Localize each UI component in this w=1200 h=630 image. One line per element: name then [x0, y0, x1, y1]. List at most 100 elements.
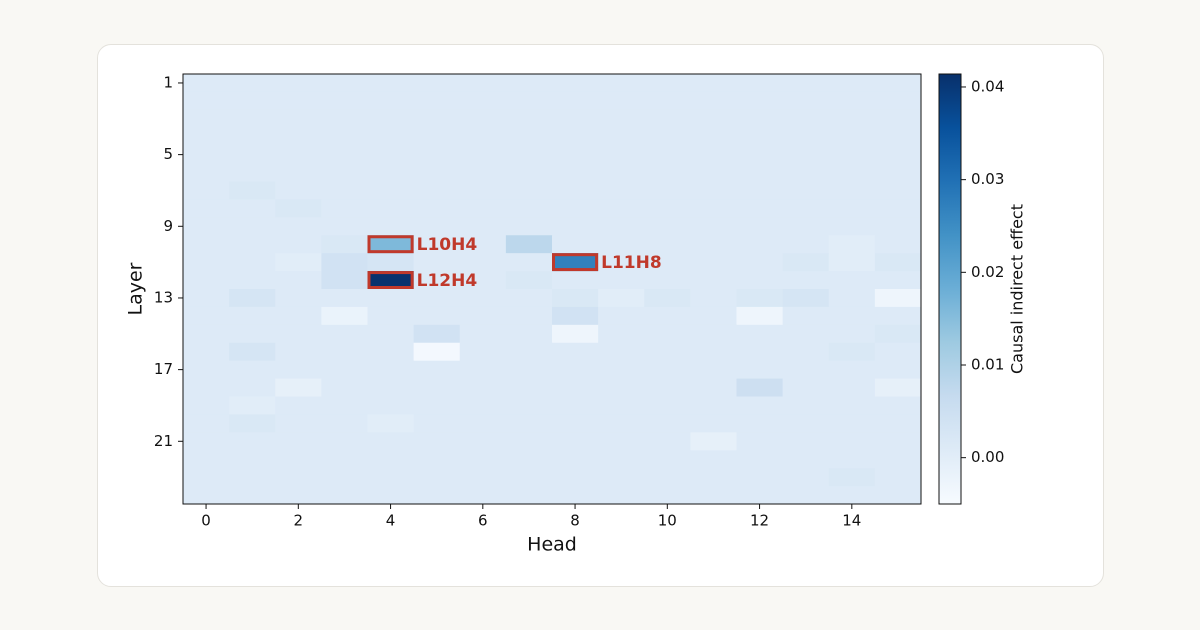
heatmap-cell: [552, 91, 599, 111]
annotation-label: L11H8: [601, 253, 662, 273]
heatmap-cell: [367, 486, 415, 505]
heatmap-cell: [321, 199, 368, 218]
heatmap-cell: [321, 271, 368, 290]
heatmap-cell: [459, 271, 507, 290]
heatmap-cell: [275, 235, 322, 254]
heatmap-cell: [505, 486, 553, 505]
heatmap-cell: [598, 468, 645, 487]
heatmap-cell: [321, 306, 368, 326]
heatmap-cell: [321, 91, 368, 111]
heatmap-cell: [413, 127, 461, 147]
heatmap-cell: [690, 253, 737, 272]
heatmap-cell: [367, 199, 415, 218]
heatmap-cell: [782, 324, 830, 344]
heatmap-cell: [552, 342, 599, 362]
heatmap-cell: [367, 360, 415, 380]
heatmap-cell: [644, 396, 691, 415]
heatmap-cell: [828, 127, 876, 147]
heatmap-cell: [874, 306, 922, 326]
annotation-box: [367, 235, 414, 254]
heatmap-cell: [690, 378, 737, 397]
heatmap-cell: [736, 486, 784, 505]
heatmap-cell: [598, 253, 645, 272]
heatmap-cell: [874, 109, 922, 129]
heatmap-cell: [828, 199, 876, 218]
heatmap-cell: [229, 253, 276, 272]
heatmap-cell: [413, 163, 461, 182]
heatmap-cell: [367, 163, 415, 182]
heatmap-cell: [321, 181, 368, 200]
x-tick-label: 6: [478, 512, 488, 530]
heatmap-cell: [782, 127, 830, 147]
heatmap-cell: [828, 342, 876, 362]
heatmap-cell: [183, 181, 230, 200]
heatmap-cell: [874, 163, 922, 182]
heatmap-cell: [598, 127, 645, 147]
heatmap-cell: [321, 127, 368, 147]
heatmap-cell: [874, 145, 922, 165]
heatmap-cell: [598, 145, 645, 165]
colorbar-tick-label: 0.00: [971, 448, 1004, 466]
heatmap-cell: [736, 414, 784, 433]
heatmap-cell: [552, 74, 599, 93]
heatmap-cell: [690, 432, 737, 451]
x-tick-label: 10: [658, 512, 677, 530]
heatmap-cell: [505, 378, 553, 397]
heatmap-cell: [552, 253, 599, 272]
heatmap-cell: [367, 342, 415, 362]
heatmap-cell: [552, 468, 599, 487]
heatmap-cell: [505, 289, 553, 308]
heatmap-cell: [413, 450, 461, 469]
heatmap-cell: [874, 342, 922, 362]
heatmap-cell: [229, 181, 276, 200]
heatmap-cell: [598, 486, 645, 505]
heatmap-cell: [644, 432, 691, 451]
heatmap-cell: [782, 360, 830, 380]
x-tick-label: 12: [750, 512, 769, 530]
heatmap-cell: [736, 306, 784, 326]
heatmap-cell: [183, 289, 230, 308]
heatmap-cell: [413, 289, 461, 308]
heatmap-cell: [552, 414, 599, 433]
heatmap-cell: [413, 396, 461, 415]
heatmap-cell: [598, 324, 645, 344]
heatmap-cell: [874, 396, 922, 415]
heatmap-cell: [828, 324, 876, 344]
heatmap-cell: [644, 127, 691, 147]
heatmap-cell: [828, 432, 876, 451]
heatmap-cell: [367, 109, 415, 129]
heatmap-cell: [505, 271, 553, 290]
heatmap-cell: [275, 253, 322, 272]
heatmap-cell: [183, 91, 230, 111]
heatmap-cell: [183, 235, 230, 254]
heatmap-cell: [644, 91, 691, 111]
heatmap-cell: [598, 306, 645, 326]
heatmap-cell: [644, 253, 691, 272]
heatmap-cell: [229, 145, 276, 165]
heatmap-cell: [183, 109, 230, 129]
heatmap-cell: [367, 271, 415, 290]
heatmap-cell: [690, 486, 737, 505]
heatmap-cell: [321, 414, 368, 433]
heatmap-cell: [828, 253, 876, 272]
heatmap-cell: [321, 324, 368, 344]
heatmap-cell: [367, 378, 415, 397]
heatmap-cell: [183, 378, 230, 397]
heatmap-cell: [413, 306, 461, 326]
heatmap-cell: [874, 450, 922, 469]
colorbar-tick-label: 0.02: [971, 263, 1004, 281]
x-tick-label: 2: [294, 512, 304, 530]
heatmap-cell: [782, 414, 830, 433]
heatmap-cell: [229, 217, 276, 236]
heatmap-cell: [367, 217, 415, 236]
heatmap-cell: [552, 378, 599, 397]
heatmap-cell: [644, 271, 691, 290]
heatmap-cell: [505, 432, 553, 451]
heatmap-cell: [782, 199, 830, 218]
heatmap-cell: [782, 378, 830, 397]
heatmap-cell: [459, 324, 507, 344]
heatmap-cell: [367, 414, 415, 433]
heatmap-cell: [413, 253, 461, 272]
heatmap-cell: [552, 306, 599, 326]
heatmap-cell: [505, 145, 553, 165]
